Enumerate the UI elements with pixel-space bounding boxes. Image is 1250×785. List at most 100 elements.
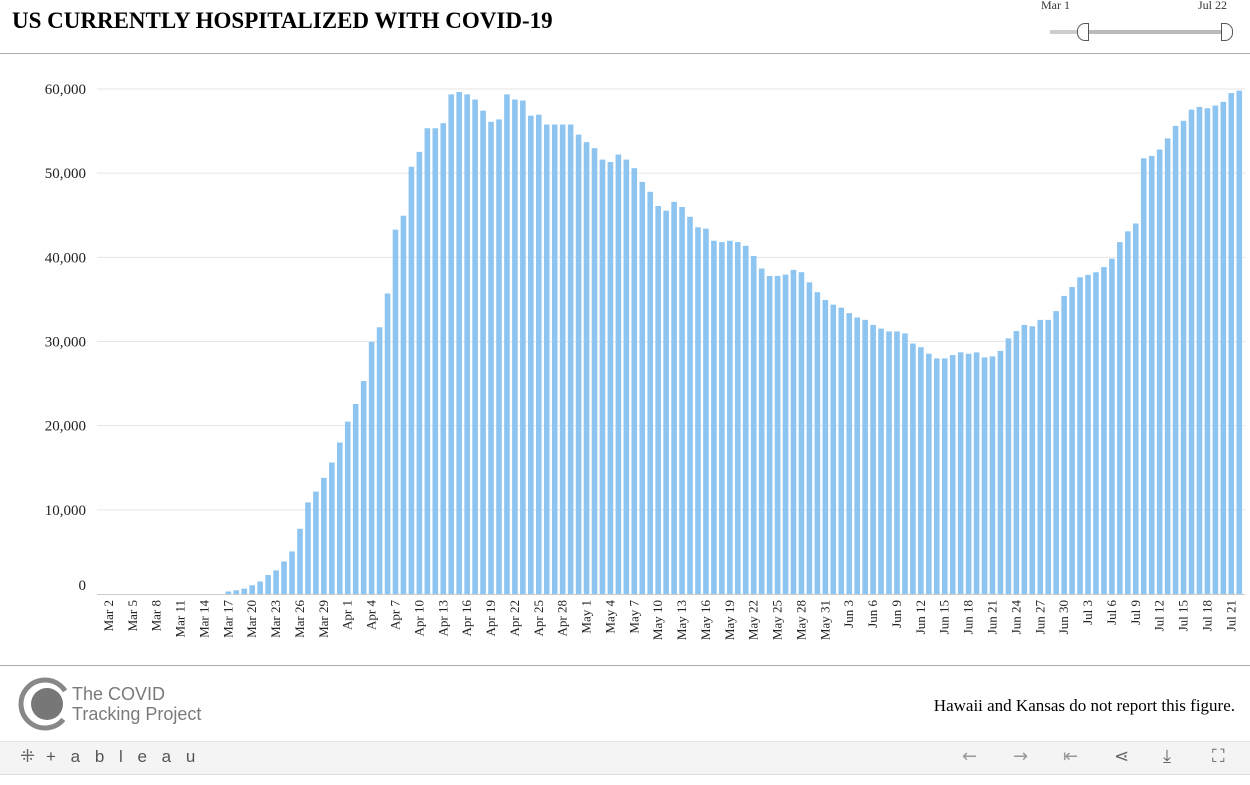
bar[interactable] [512,99,518,595]
covid-tracking-project-logo[interactable]: The COVID Tracking Project [18,676,228,732]
bar[interactable] [1236,90,1243,594]
bar[interactable] [281,561,287,594]
bar[interactable] [329,462,335,594]
bar[interactable] [1204,108,1211,594]
bar[interactable] [352,404,359,594]
bar[interactable] [758,268,765,594]
bar[interactable] [273,570,279,594]
bar[interactable] [1188,109,1195,594]
bar[interactable] [1132,223,1139,594]
bar[interactable] [782,274,789,594]
bar[interactable] [233,590,240,594]
bar[interactable] [456,92,462,594]
bar[interactable] [384,293,391,594]
bar[interactable] [520,100,526,595]
bar[interactable] [639,181,646,595]
bar[interactable] [504,94,510,595]
bar[interactable] [289,551,295,594]
bar[interactable] [910,343,916,594]
bar[interactable] [1156,149,1163,594]
bar[interactable] [742,245,749,595]
bar[interactable] [313,491,319,594]
bar[interactable] [615,154,622,594]
bar[interactable] [543,124,550,594]
bar[interactable] [854,317,860,594]
bar[interactable] [949,355,956,594]
bar[interactable] [1117,242,1123,594]
bar[interactable] [687,216,693,594]
bar[interactable] [806,282,813,594]
bar[interactable] [1093,272,1099,594]
revert-icon[interactable]: ⇤ [1063,746,1079,767]
bar[interactable] [440,123,447,595]
bar[interactable] [416,151,423,594]
bar[interactable] [1045,319,1052,594]
bar[interactable] [368,341,375,594]
bar[interactable] [1085,274,1091,594]
bar[interactable] [575,134,582,594]
bar[interactable] [432,128,439,594]
bar[interactable] [305,502,311,594]
bar[interactable] [1109,258,1115,594]
undo-icon[interactable]: ← [962,746,978,767]
bar[interactable] [997,350,1004,594]
bar[interactable] [719,242,725,594]
bar[interactable] [1101,267,1107,594]
slider-start-handle[interactable] [1077,23,1089,41]
bar[interactable] [711,240,717,594]
bar[interactable] [591,148,598,594]
bar[interactable] [798,272,805,594]
bar[interactable] [902,333,908,594]
bar[interactable] [894,331,900,594]
bar[interactable] [225,591,232,594]
bar[interactable] [623,159,630,594]
bar[interactable] [535,114,542,594]
bar[interactable] [734,242,741,594]
bar[interactable] [973,352,980,594]
bar[interactable] [496,119,502,595]
bar[interactable] [408,166,415,594]
bar[interactable] [1148,155,1155,594]
bar[interactable] [607,161,614,594]
bar[interactable] [1228,93,1235,594]
bar[interactable] [257,581,263,594]
bar[interactable] [926,353,932,594]
bar[interactable] [1212,105,1219,594]
bar[interactable] [774,275,781,594]
bar[interactable] [957,352,964,594]
bar[interactable] [567,124,574,594]
bar[interactable] [703,228,709,594]
bar[interactable] [918,347,924,594]
bar[interactable] [1172,125,1179,595]
bar[interactable] [870,324,876,594]
bar[interactable] [1021,324,1028,594]
bar[interactable] [297,528,303,594]
bar[interactable] [249,585,256,594]
share-icon[interactable]: ⋖ [1114,746,1130,767]
bar[interactable] [766,275,773,594]
bar[interactable] [360,381,367,594]
bar[interactable] [647,191,654,594]
bar[interactable] [989,356,996,594]
bar[interactable] [1164,138,1171,594]
bar[interactable] [344,421,351,594]
bar[interactable] [480,110,486,594]
bar[interactable] [727,240,733,594]
bar[interactable] [1220,101,1227,594]
bar[interactable] [559,124,566,594]
bar[interactable] [862,319,868,594]
bar[interactable] [1180,120,1187,594]
bar[interactable] [1029,326,1036,594]
bar[interactable] [392,229,399,594]
bar[interactable] [886,331,892,594]
bar[interactable] [424,128,431,594]
bar[interactable] [941,358,948,594]
bar[interactable] [790,269,797,594]
bar[interactable] [822,299,829,594]
bar[interactable] [965,353,972,594]
bar[interactable] [448,94,455,595]
bar[interactable] [1069,287,1075,594]
bar[interactable] [663,210,669,594]
bar[interactable] [583,142,590,594]
bar[interactable] [838,307,845,594]
